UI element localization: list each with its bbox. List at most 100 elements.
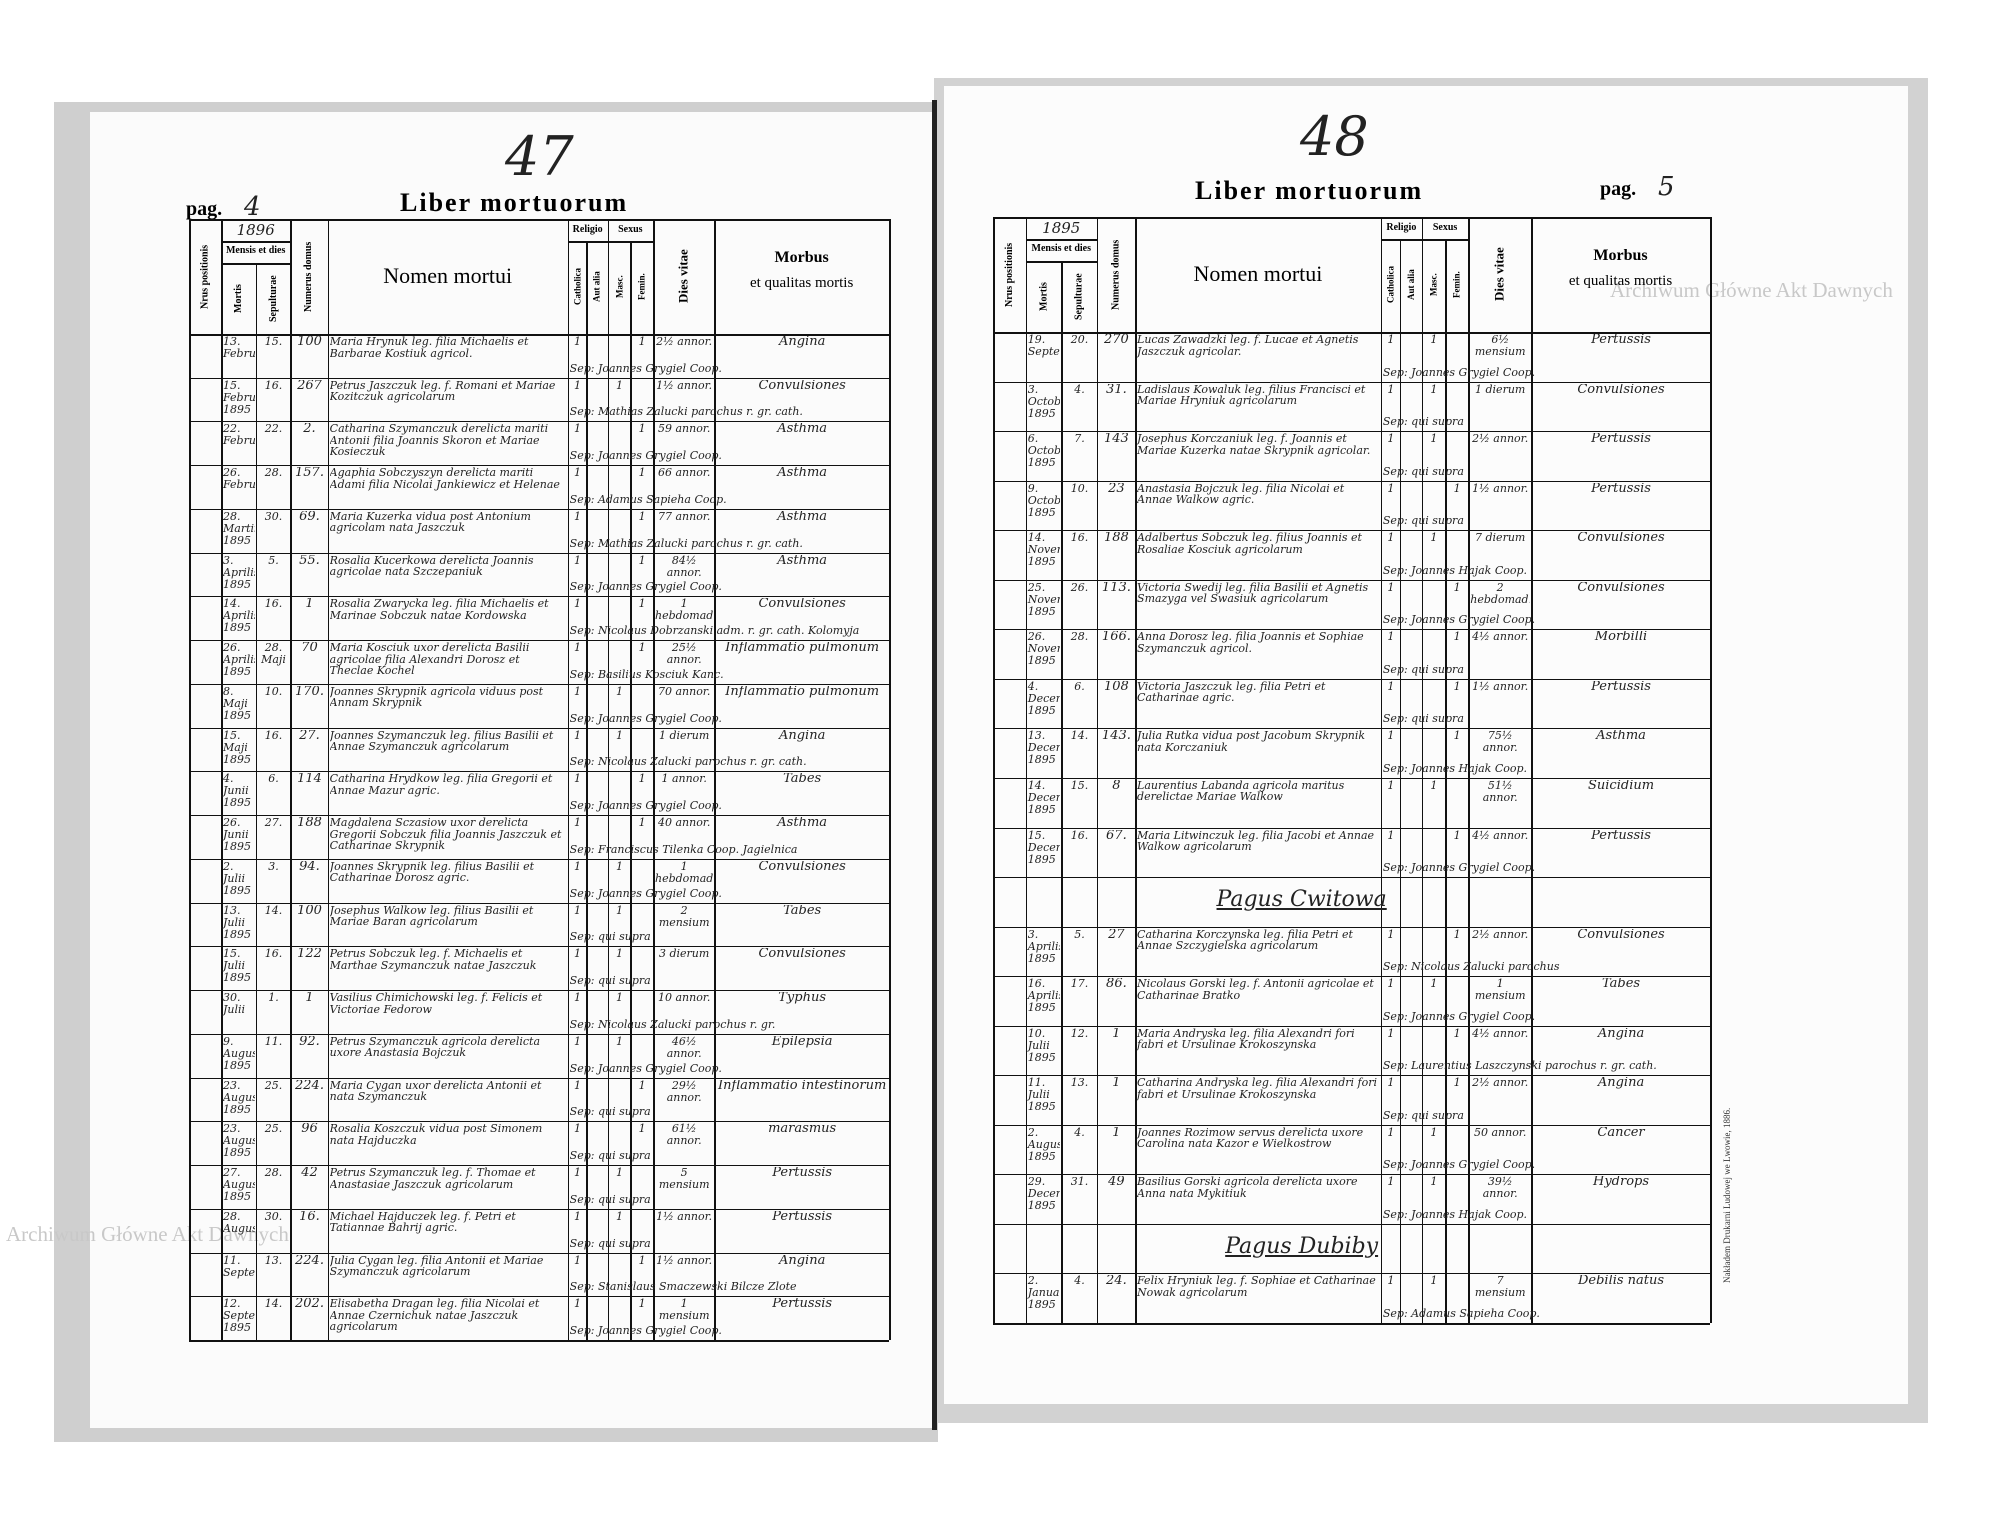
house-number: 188 xyxy=(297,817,322,831)
burial-officiant: Sep: Stanislaus Smaczewski Bilcze Zlote xyxy=(569,1280,797,1294)
header: Mortis xyxy=(232,284,244,313)
header: Nomen mortui xyxy=(1193,261,1323,286)
date-sepulturae: 4. xyxy=(1074,1275,1085,1288)
house-number: 270 xyxy=(1103,334,1129,347)
age: 1 mensium xyxy=(1474,978,1526,1003)
date-mortis: 6. Octobris 1895 xyxy=(1027,433,1061,470)
age: 7 mensium xyxy=(1474,1275,1526,1300)
rule xyxy=(567,241,653,243)
deceased-name: Petrus Szymanczuk leg. f. Thomae et Anas… xyxy=(329,1167,536,1191)
age: 66 annor. xyxy=(657,467,711,480)
deceased-name: Joannes Skrypnik leg. filius Basilii et … xyxy=(329,860,534,885)
rule xyxy=(993,728,1710,730)
deceased-name: Maria Kuzerka vidua post Antonium agrico… xyxy=(329,510,531,535)
rule xyxy=(1096,217,1099,1323)
house-number: 114 xyxy=(297,773,322,787)
pag-label: pag. xyxy=(1600,178,1637,200)
age: 77 annor. xyxy=(657,510,711,523)
cause-of-death: Convulsiones xyxy=(1577,532,1665,546)
rule xyxy=(221,241,291,243)
deceased-name: Joannes Rozimow servus derelicta uxore C… xyxy=(1137,1126,1364,1151)
house-number: 1 xyxy=(305,598,314,612)
religion-mark: 1 xyxy=(1387,482,1395,495)
burial-officiant: Sep: qui supra xyxy=(1382,712,1464,726)
cause-of-death: Angina xyxy=(1597,1077,1645,1091)
house-number: 157. xyxy=(295,467,324,481)
age: 4½ annor. xyxy=(1472,631,1529,644)
sex-mark: 1 xyxy=(1453,1027,1461,1040)
sex-mark: 1 xyxy=(615,1167,623,1180)
age: 10 annor. xyxy=(657,992,711,1005)
rule xyxy=(607,219,610,1340)
date-mortis: 15. Februarii 1895 xyxy=(223,379,255,416)
burial-officiant: Sep: Joannes Grygiel Coop. xyxy=(569,580,722,594)
section-heading: Pagus Dubiby xyxy=(1225,1233,1379,1259)
cause-of-death: Tabes xyxy=(783,773,822,787)
date-mortis: 28. Martii 1895 xyxy=(223,510,255,547)
date-sepulturae: 14. xyxy=(1070,730,1089,743)
house-number: 166. xyxy=(1101,631,1131,645)
age: 1½ annor. xyxy=(656,1210,713,1223)
date-sepulturae: 10. xyxy=(1070,482,1089,495)
date-sepulturae: 14. xyxy=(264,1298,283,1311)
house-number: 1 xyxy=(1112,1077,1121,1091)
religion-mark: 1 xyxy=(573,379,581,392)
date-mortis: 14. Novembris 1895 xyxy=(1027,532,1061,569)
cause-of-death: Asthma xyxy=(777,510,828,524)
header: Catholica xyxy=(571,268,582,306)
rule xyxy=(1380,217,1383,1323)
sex-mark: 1 xyxy=(615,904,623,917)
age: 6½ mensium xyxy=(1474,334,1526,358)
date-sepulturae: 16. xyxy=(1070,532,1089,545)
deceased-name: Lucas Zawadzki leg. f. Lucae et Agnetis … xyxy=(1137,334,1359,358)
religion-mark: 1 xyxy=(1387,1176,1395,1189)
date-mortis: 15. Decembris 1895 xyxy=(1027,829,1061,866)
deceased-name: Agaphia Sobczyszyn derelicta mariti Adam… xyxy=(329,467,560,491)
house-number: 27 xyxy=(1108,928,1125,942)
rule xyxy=(567,219,570,1340)
folio-number: 48 xyxy=(1300,105,1369,168)
deceased-name: Maria Kosciuk uxor derelicta Basilii agr… xyxy=(329,642,530,678)
deceased-name: Victoria Jaszczuk leg. filia Petri et Ca… xyxy=(1137,680,1326,705)
header: Sexus xyxy=(618,224,643,235)
burial-officiant: Sep: qui supra xyxy=(569,974,651,988)
date-sepulturae: 13. xyxy=(264,1254,283,1267)
date-mortis: 3. Octobris 1895 xyxy=(1027,383,1061,420)
house-number: 27. xyxy=(299,729,320,743)
header: Religio xyxy=(1386,222,1417,233)
deceased-name: Julia Rutka vidua post Jacobum Skrypnik … xyxy=(1137,730,1366,754)
burial-officiant: Sep: Joannes Grygiel Coop. xyxy=(1382,365,1536,379)
date-sepulturae: 5. xyxy=(1074,928,1085,941)
sex-mark: 1 xyxy=(638,642,646,655)
religion-mark: 1 xyxy=(1387,978,1395,991)
burial-officiant: Sep: Adamus Sapieha Coop. xyxy=(569,492,727,506)
burial-officiant: Sep: Joannes Grygiel Coop. xyxy=(569,711,722,725)
deceased-name: Nicolaus Gorski leg. f. Antonii agricola… xyxy=(1137,978,1374,1002)
rule xyxy=(993,1273,1710,1275)
sex-mark: 1 xyxy=(638,1079,646,1092)
rule xyxy=(889,219,891,1340)
watermark: Archiwum Główne Akt Dawnych xyxy=(6,1222,289,1246)
date-sepulturae: 25. xyxy=(264,1079,283,1092)
date-mortis: 13. Julii 1895 xyxy=(223,904,251,941)
date-sepulturae: 16. xyxy=(264,729,283,742)
rule xyxy=(189,1165,889,1167)
date-mortis: 13. Decembris 1895 xyxy=(1027,730,1061,767)
rule xyxy=(189,946,889,948)
cause-of-death: Angina xyxy=(778,336,826,349)
date-sepulturae: 16. xyxy=(264,598,283,611)
date-sepulturae: 16. xyxy=(264,948,283,961)
date-mortis: 3. Aprilis 1895 xyxy=(223,554,255,591)
burial-officiant: Sep: Nicolaus Zalucki parochus r. gr. ca… xyxy=(569,755,807,769)
date-sepulturae: 13. xyxy=(1070,1077,1089,1090)
date-sepulturae: 16. xyxy=(1070,829,1089,842)
page-title: Liber mortuorum xyxy=(400,188,629,217)
deceased-name: Vasilius Chimichowski leg. f. Felicis et… xyxy=(329,992,543,1016)
house-number: 122 xyxy=(297,948,322,962)
burial-officiant: Sep: Nicolaus Dobrzanski adm. r. gr. cat… xyxy=(569,624,860,638)
deceased-name: Magdalena Sczasiow uxor derelicta Gregor… xyxy=(329,817,562,853)
religion-mark: 1 xyxy=(573,948,581,961)
rule xyxy=(993,827,1710,829)
religion-mark: 1 xyxy=(1387,532,1395,545)
rule xyxy=(290,219,292,1340)
